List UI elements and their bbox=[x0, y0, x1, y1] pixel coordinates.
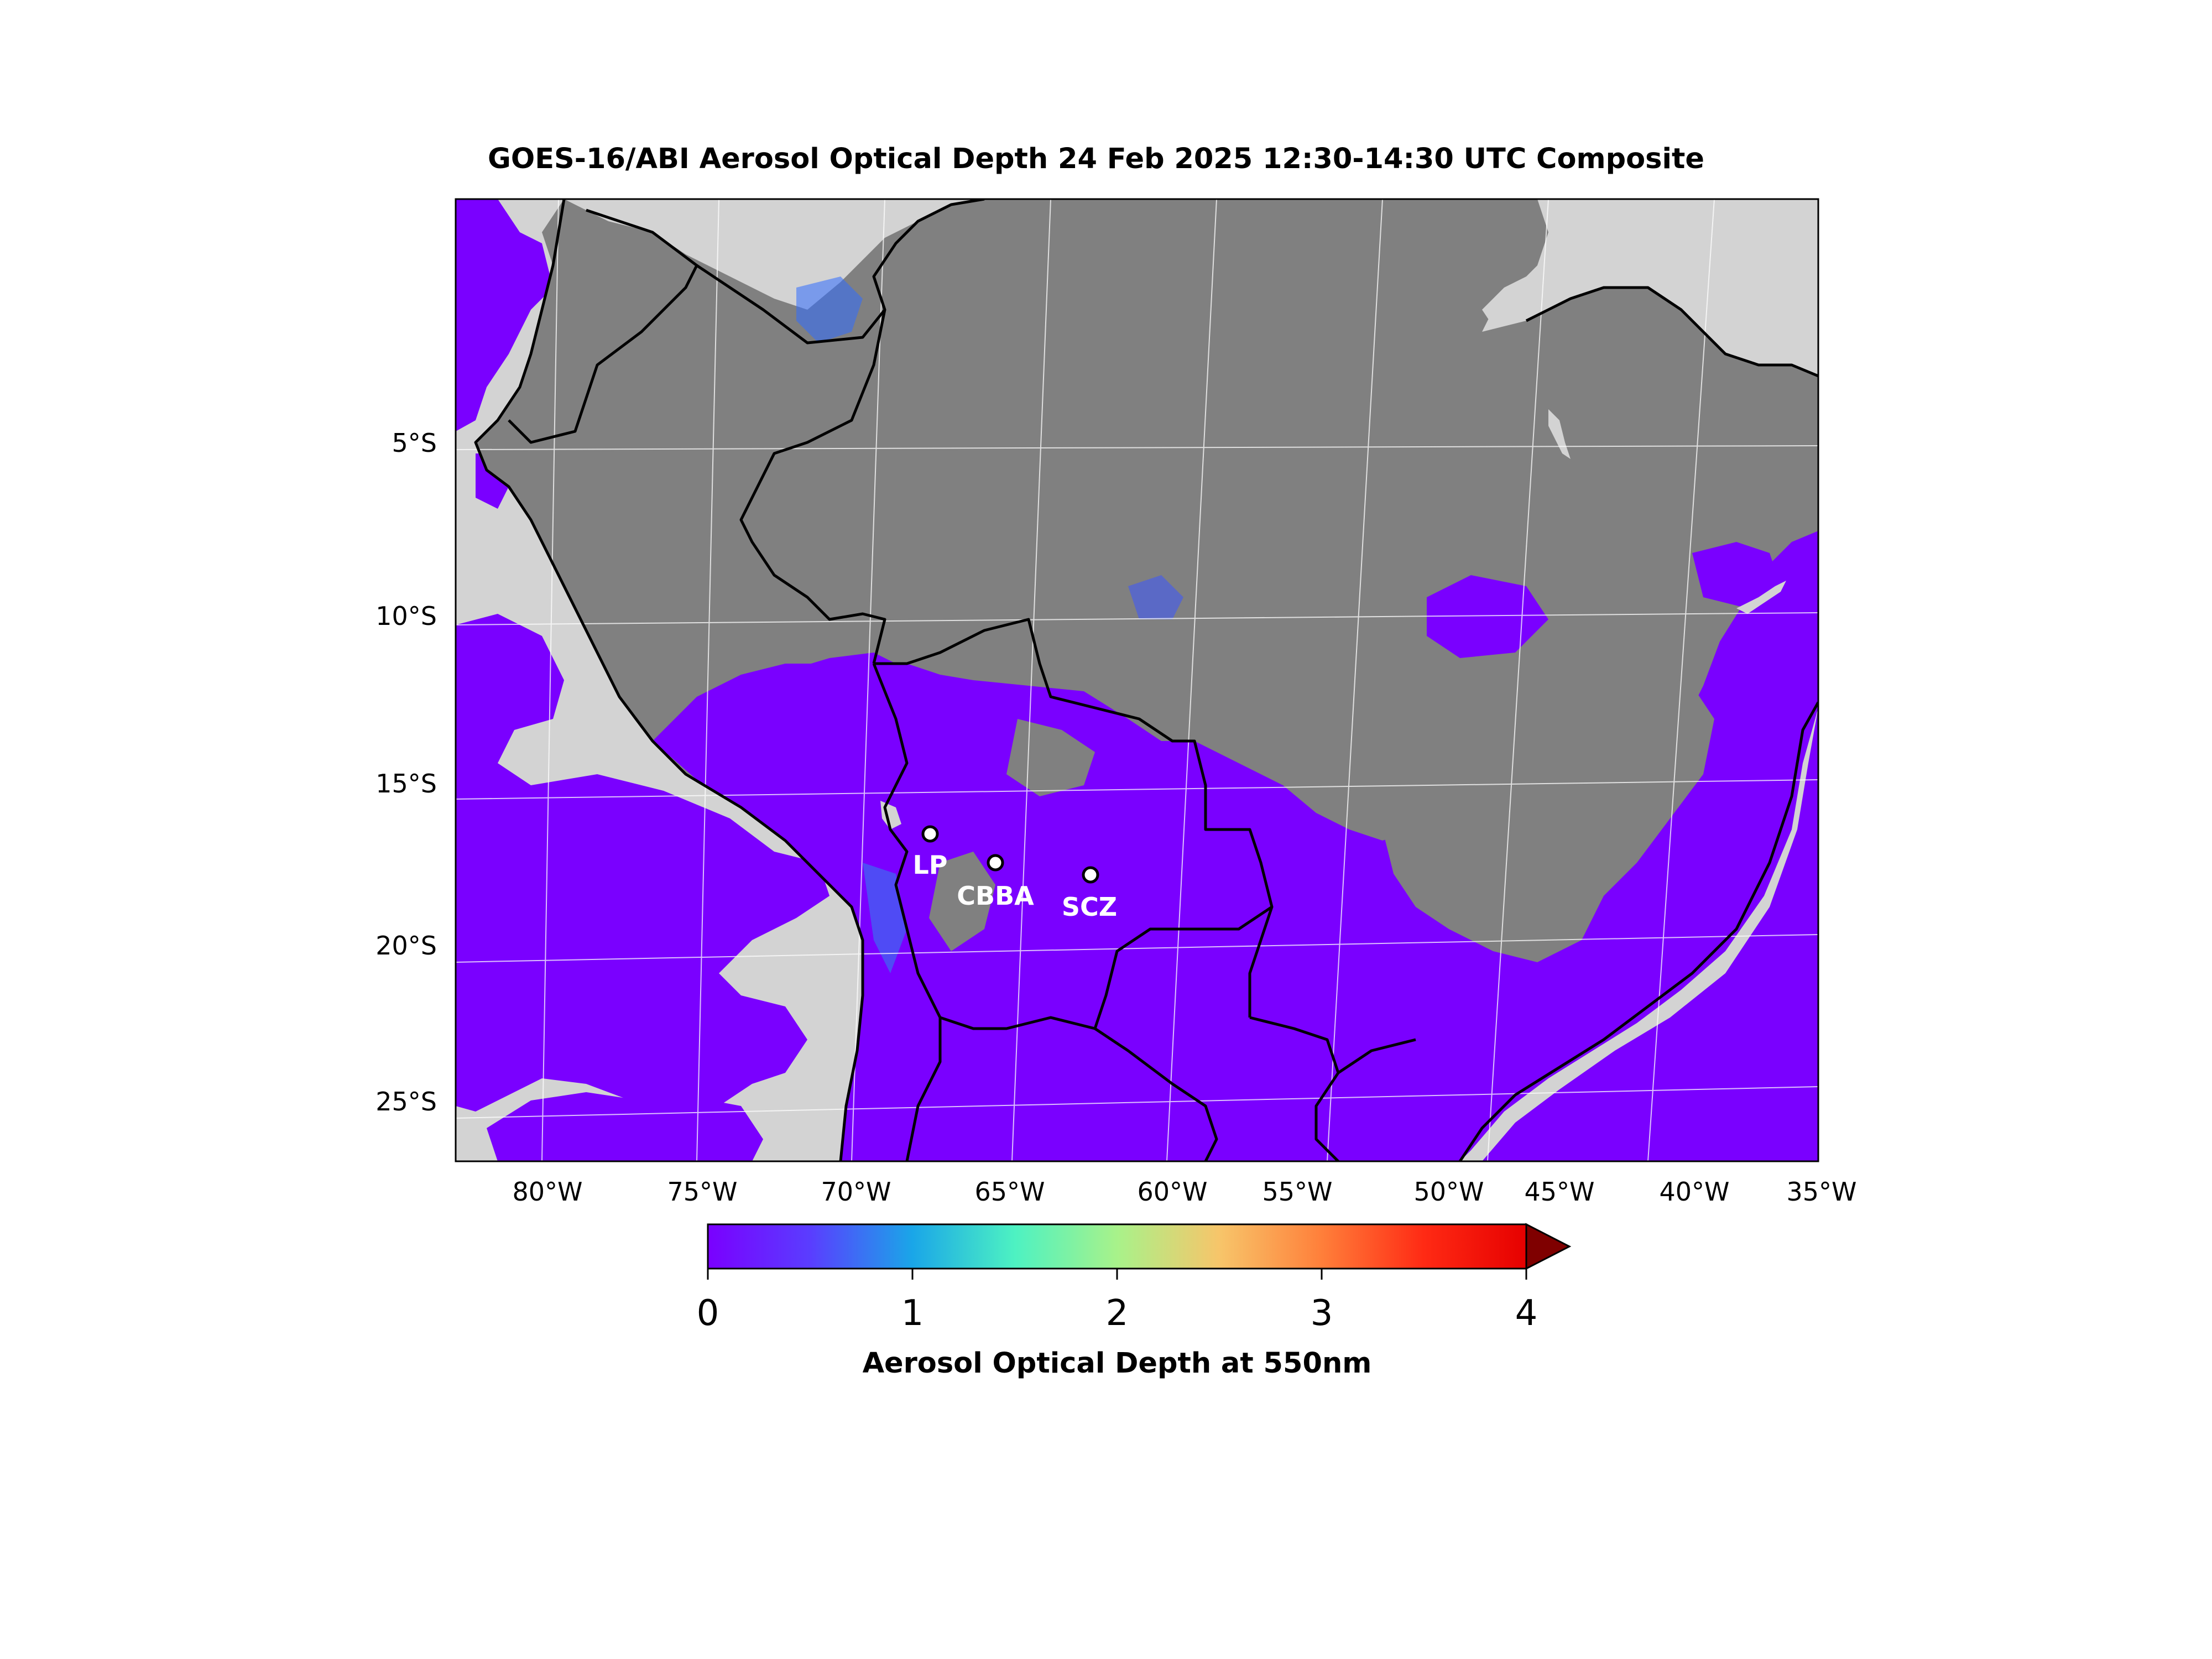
lon-label-55w: 55°W bbox=[1262, 1177, 1333, 1207]
lon-label-75w: 75°W bbox=[667, 1177, 738, 1207]
ocean-aod-east bbox=[1482, 708, 1818, 1161]
colorbar-bar bbox=[707, 1223, 1527, 1270]
reservoir-east bbox=[1736, 581, 1786, 614]
colorbar-extend-arrow bbox=[1525, 1223, 1572, 1270]
lat-label-15s: 15°S bbox=[375, 769, 437, 799]
ocean-aod-south bbox=[487, 1092, 763, 1161]
colorbar-tick-0: 0 bbox=[696, 1293, 719, 1334]
lon-label-65w: 65°W bbox=[974, 1177, 1045, 1207]
lon-label-70w: 70°W bbox=[821, 1177, 891, 1207]
borders bbox=[474, 199, 1818, 1161]
ocean-aod-north bbox=[456, 199, 553, 431]
map-frame bbox=[455, 198, 1819, 1162]
lon-label-60w: 60°W bbox=[1137, 1177, 1208, 1207]
city-marker-scz bbox=[1082, 866, 1099, 884]
land-aod-south-central bbox=[653, 531, 1818, 1161]
lon-label-45w: 45°W bbox=[1524, 1177, 1595, 1207]
city-marker-lp bbox=[921, 825, 939, 843]
amazon-delta bbox=[1482, 276, 1548, 326]
lon-label-80w: 80°W bbox=[512, 1177, 583, 1207]
colorbar-tick-3: 3 bbox=[1310, 1293, 1333, 1334]
land-aod-ne-patch bbox=[1692, 542, 1781, 608]
land-aod-east-patch bbox=[1427, 575, 1548, 658]
colorbar-tick-2: 2 bbox=[1105, 1293, 1129, 1334]
city-marker-cbba bbox=[987, 854, 1004, 872]
land-aod-central-west bbox=[774, 653, 896, 697]
land-no-data-south-inner bbox=[929, 852, 995, 951]
aod-speckle-amazon bbox=[1128, 575, 1183, 619]
lon-label-40w: 40°W bbox=[1659, 1177, 1730, 1207]
lat-label-20s: 20°S bbox=[375, 931, 437, 961]
lat-label-25s: 25°S bbox=[375, 1087, 437, 1117]
map-title: GOES-16/ABI Aerosol Optical Depth 24 Feb… bbox=[488, 143, 1704, 175]
colorbar-tick-1: 1 bbox=[901, 1293, 924, 1334]
city-label-lp: LP bbox=[912, 850, 948, 880]
ocean-aod-coastal bbox=[575, 802, 796, 918]
colorbar bbox=[707, 1223, 1572, 1280]
colorbar-label: Aerosol Optical Depth at 550nm bbox=[862, 1347, 1372, 1380]
colorbar-tick-4: 4 bbox=[1515, 1293, 1538, 1334]
lon-label-35w: 35°W bbox=[1786, 1177, 1857, 1207]
aod-speckle-north bbox=[796, 276, 863, 343]
graticule bbox=[456, 199, 1818, 1161]
lat-label-5s: 5°S bbox=[392, 428, 437, 458]
city-label-cbba: CBBA bbox=[957, 881, 1034, 911]
city-label-scz: SCZ bbox=[1061, 892, 1118, 922]
lat-label-10s: 10°S bbox=[375, 601, 437, 631]
land-no-data-east-inner bbox=[1383, 686, 1714, 962]
colorbar-ticks bbox=[707, 1269, 1527, 1280]
lon-label-50w: 50°W bbox=[1413, 1177, 1484, 1207]
